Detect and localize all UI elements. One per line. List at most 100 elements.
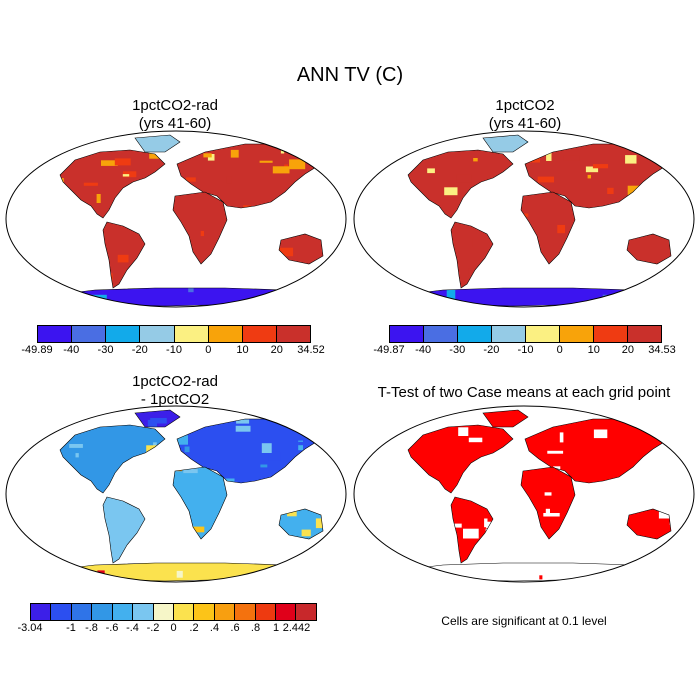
panel-title-line2: - 1pctCO2 [140,391,210,408]
colorbar-tick-label: -10 [166,344,182,356]
colorbar-swatch [458,326,492,342]
colorbar-swatch [276,326,310,342]
panel-title-rad: 1pctCO2-rad (yrs 41-60) [75,97,275,133]
colorbar-swatch [208,326,243,342]
colorbar-swatch [526,326,560,342]
panel-title-line2: (yrs 41-60) [138,115,212,132]
australia-outline [626,508,672,540]
colorbar-tick-label: .2 [189,622,199,634]
map-diff [5,405,347,583]
colorbar-swatch [173,604,195,620]
colorbar-swatch [296,604,316,620]
colorbar-swatch [140,326,175,342]
greenland-outline [482,134,529,153]
south-america-outline [102,496,146,564]
africa-outline [172,466,228,540]
panel-title-line2: (yrs 41-60) [488,115,562,132]
colorbar-swatch [194,604,215,620]
colorbar-tick-label: -.6 [105,622,119,634]
colorbar-swatch [390,326,424,342]
north-america-outline [59,149,166,219]
colorbar-swatch [133,604,154,620]
colorbar-swatch [560,326,594,342]
colorbar-tick-label: -.4 [126,622,139,634]
north-america-outline [407,424,514,494]
colorbar-swatch [214,604,236,620]
north-america-outline [59,424,166,494]
colorbar-tick-label: -1 [66,622,76,634]
colorbar-rad [37,325,311,343]
colorbar-swatch [235,604,256,620]
africa-outline [520,466,576,540]
colorbar-swatch [242,326,277,342]
map-ttest [353,405,695,583]
panel-title-ctrl: 1pctCO2 (yrs 41-60) [425,97,625,133]
colorbar-tick-label: -.8 [85,622,98,634]
australia-outline [278,233,324,265]
colorbar-tick-label: 10 [236,344,249,356]
south-america-outline [450,221,494,289]
colorbar-tick-label: .4 [209,622,220,634]
colorbar-swatch [424,326,458,342]
colorbar-tick-label: 2.442 [282,622,311,634]
colorbar-tick-label: -10 [517,344,534,356]
panel-title-line1: 1pctCO2-rad [132,97,218,114]
significance-note: Cells are significant at 0.1 level [441,614,607,628]
colorbar-tick-label: 20 [270,344,283,356]
map-ctrl [353,130,695,308]
colorbar-tick-label: -30 [449,344,466,356]
colorbar-swatch [38,326,73,342]
colorbar-tick-label: 0 [205,344,212,356]
colorbar-swatch [174,326,209,342]
colorbar-tick-label: -20 [131,344,148,356]
panel-title-ttest: T-Test of two Case means at each grid po… [377,384,671,401]
colorbar-diff [30,603,317,621]
colorbar-swatch [71,604,93,620]
colorbar-tick-label: .8 [250,622,261,634]
south-america-outline [450,496,494,564]
map-rad [5,130,347,308]
colorbar-swatch [92,604,113,620]
greenland-outline [134,134,181,153]
colorbar-tick-label: -3.04 [17,622,43,634]
panel-title-line1: 1pctCO2-rad [132,373,218,390]
colorbar-swatch [492,326,526,342]
colorbar-tick-label: -40 [415,344,432,356]
greenland-outline [134,409,181,428]
colorbar-tick-label: 0 [556,344,563,356]
africa-outline [520,191,576,265]
colorbar-swatch [276,604,297,620]
colorbar-swatch [72,326,107,342]
colorbar-tick-label: 20 [621,344,634,356]
colorbar-tick-label: 0 [170,622,177,634]
greenland-outline [482,409,529,428]
colorbar-tick-label: -49.87 [373,344,405,356]
colorbar-tick-label: 1 [272,622,280,634]
colorbar-tick-label: -.2 [146,622,160,634]
africa-outline [172,191,228,265]
colorbar-tick-label: 34.52 [297,344,325,356]
colorbar-tick-label: 10 [587,344,600,356]
north-america-outline [407,149,514,219]
colorbar-swatch [31,604,52,620]
colorbar-swatch [153,604,174,620]
colorbar-swatch [51,604,72,620]
colorbar-tick-label: .6 [230,622,240,634]
australia-outline [278,508,324,540]
colorbar-tick-label: -30 [97,344,114,356]
colorbar-tick-label: -20 [483,344,500,356]
panel-title-line1: 1pctCO2 [495,97,555,114]
colorbar-tick-label: 34.53 [648,344,676,356]
south-america-outline [102,221,146,289]
colorbar-swatch [255,604,277,620]
colorbar-tick-label: -40 [63,344,80,356]
panel-title-diff: 1pctCO2-rad - 1pctCO2 [75,373,275,409]
colorbar-swatch [106,326,141,342]
colorbar-swatch [628,326,661,342]
colorbar-ctrl [389,325,662,343]
colorbar-swatch [594,326,628,342]
colorbar-tick-label: -49.89 [21,344,53,356]
main-title: ANN TV (C) [296,64,404,86]
colorbar-swatch [112,604,134,620]
australia-outline [626,233,672,265]
